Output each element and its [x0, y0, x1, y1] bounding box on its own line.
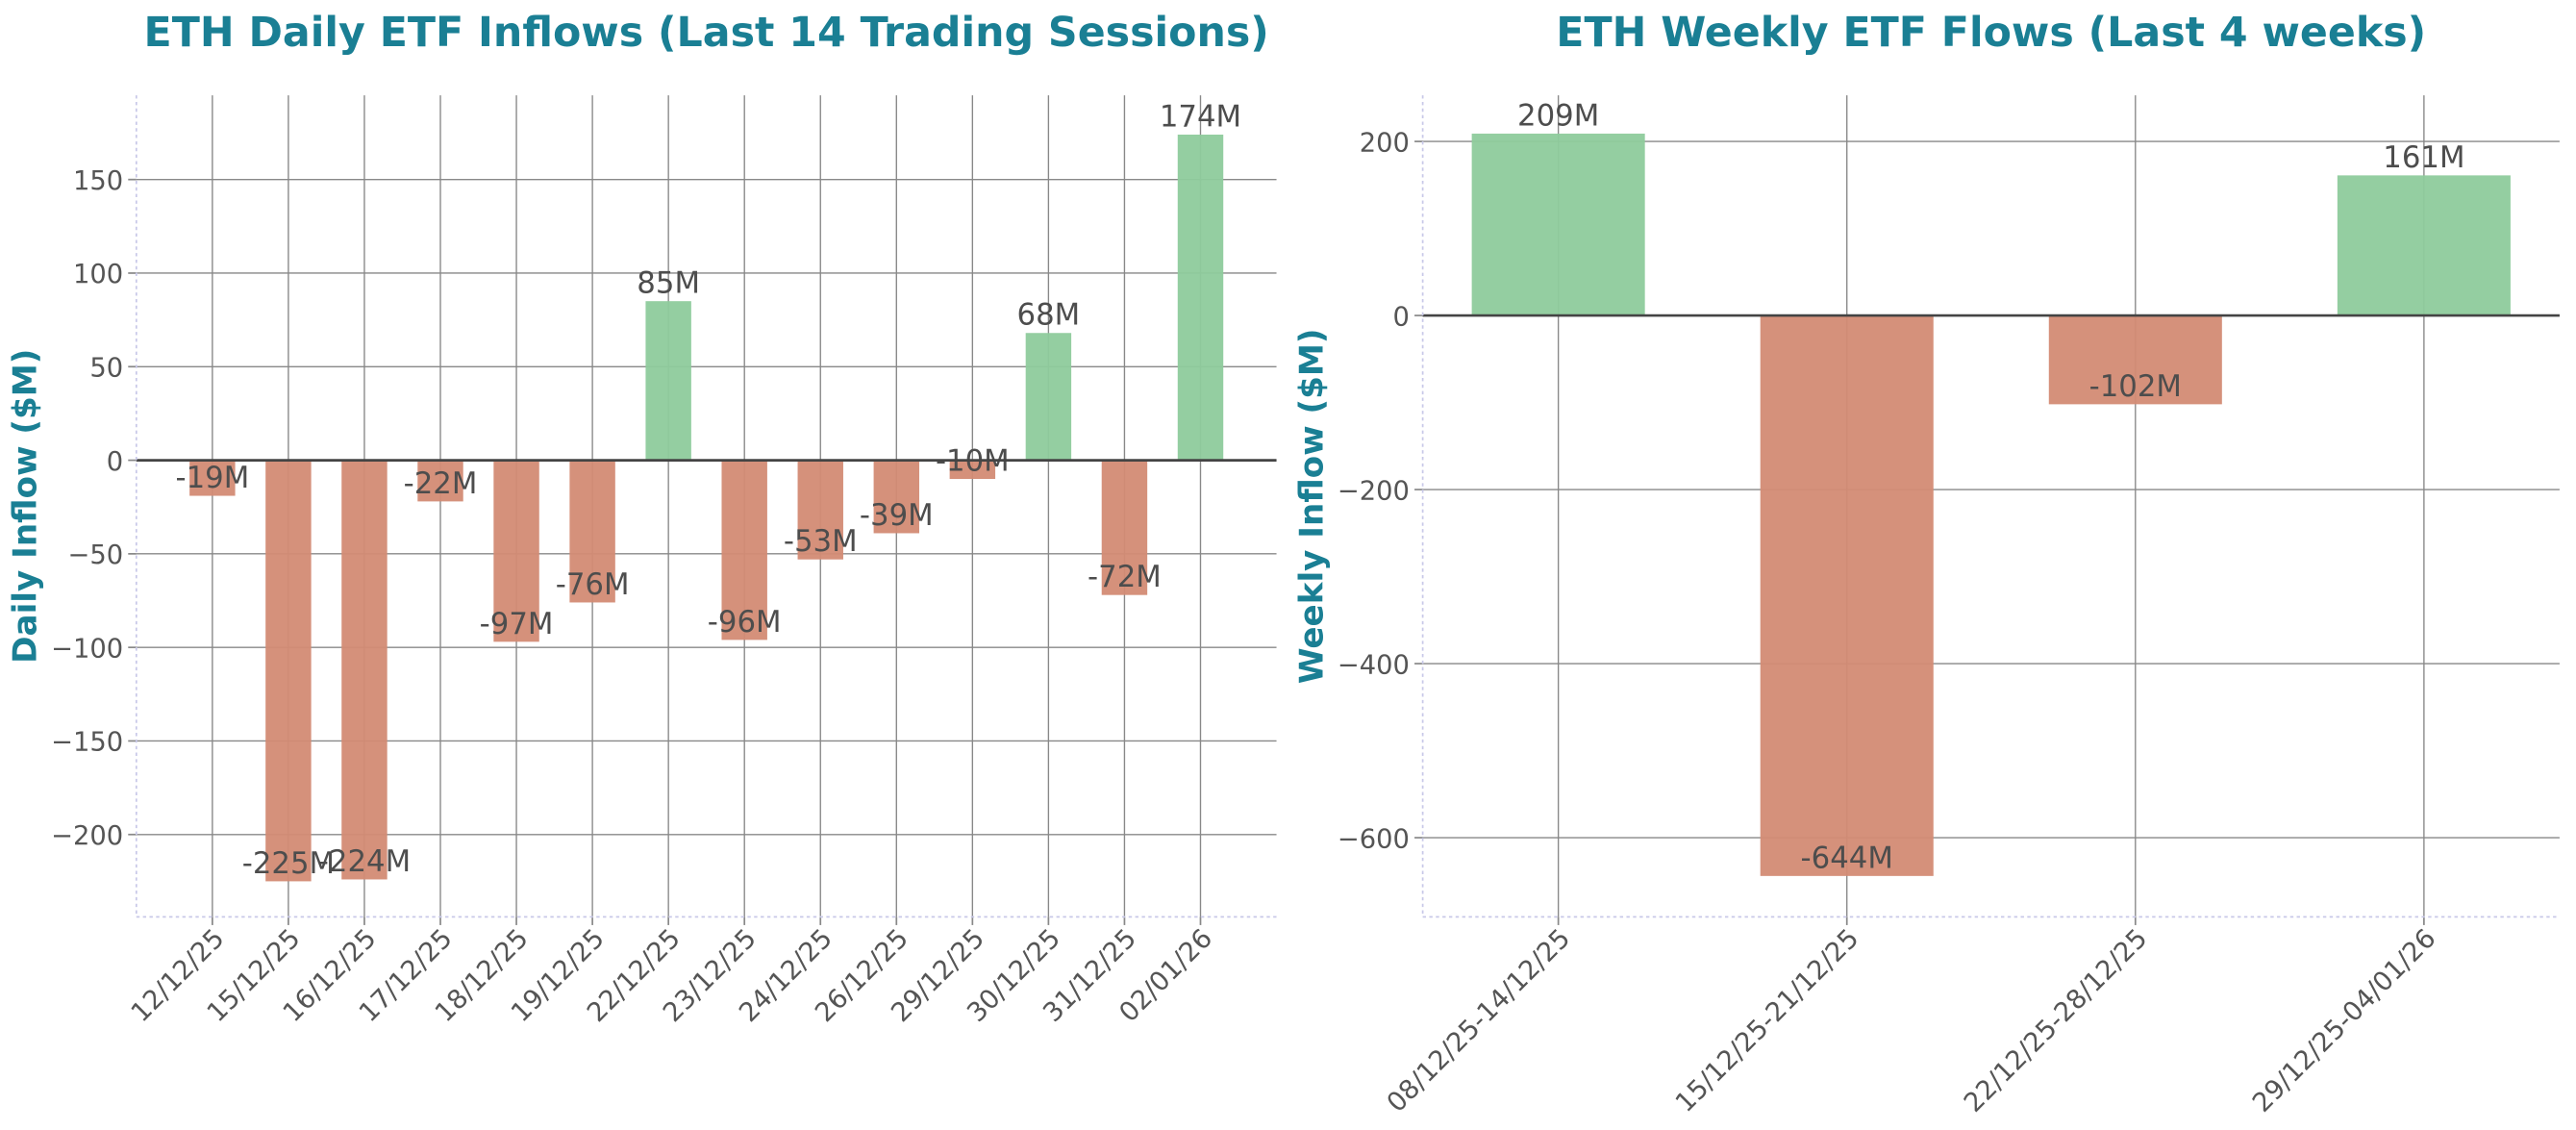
- y-tick-label: 50: [89, 354, 123, 384]
- value-label: -72M: [1088, 560, 1162, 594]
- y-tick-label: 150: [73, 166, 123, 196]
- y-tick-label: 0: [107, 447, 123, 477]
- value-label: -644M: [1801, 841, 1893, 875]
- value-label: -39M: [860, 498, 934, 533]
- bar: [341, 460, 388, 880]
- x-tick-label: 22/12/25-28/12/25: [1959, 923, 2153, 1117]
- bar: [569, 460, 615, 603]
- bar: [189, 460, 236, 496]
- bar: [949, 460, 996, 480]
- bar: [1025, 333, 1072, 461]
- bar: [493, 460, 539, 642]
- value-label: -22M: [404, 466, 478, 501]
- bar: [2048, 315, 2222, 405]
- value-label: -96M: [708, 605, 782, 640]
- x-tick-label: 15/12/25-21/12/25: [1670, 923, 1864, 1117]
- x-tick-label: 29/12/25-04/01/26: [2247, 923, 2441, 1117]
- bar: [797, 460, 843, 560]
- x-tick-label: 08/12/25-14/12/25: [1382, 923, 1576, 1117]
- bar: [417, 460, 463, 502]
- value-label: 68M: [1017, 298, 1081, 333]
- bar: [645, 301, 691, 461]
- y-tick-label: −600: [1338, 824, 1410, 854]
- value-label: -102M: [2089, 369, 2182, 404]
- y-tick-label: −150: [51, 728, 123, 758]
- bar: [2337, 175, 2511, 316]
- value-label: -76M: [556, 567, 630, 602]
- y-tick-label: 200: [1360, 128, 1410, 158]
- bar: [721, 460, 767, 640]
- y-axis-label: Weekly Inflow ($M): [1292, 328, 1331, 684]
- bar: [1760, 315, 1934, 876]
- chart-title: ETH Daily ETF Inflows (Last 14 Trading S…: [144, 9, 1269, 57]
- y-tick-label: −50: [67, 540, 123, 570]
- y-tick-label: −200: [51, 821, 123, 851]
- value-label: 85M: [637, 266, 700, 301]
- value-label: 209M: [1517, 98, 1599, 133]
- value-label: -97M: [480, 607, 554, 641]
- y-tick-label: 0: [1393, 302, 1410, 332]
- value-label: -19M: [175, 461, 249, 495]
- bar: [265, 460, 312, 882]
- value-label: -224M: [318, 844, 411, 879]
- bar: [873, 460, 920, 534]
- bar: [1101, 460, 1148, 595]
- value-label: -225M: [242, 846, 335, 881]
- value-label: 174M: [1160, 99, 1241, 134]
- y-tick-label: −400: [1338, 650, 1410, 680]
- y-tick-label: −100: [51, 634, 123, 664]
- chart-title: ETH Weekly ETF Flows (Last 4 weeks): [1556, 9, 2426, 57]
- value-label: -53M: [784, 524, 858, 559]
- bar: [1177, 134, 1224, 461]
- y-tick-label: −200: [1338, 476, 1410, 506]
- y-axis-label: Daily Inflow ($M): [7, 349, 45, 664]
- value-label: 161M: [2383, 140, 2464, 175]
- bar: [1471, 133, 1645, 316]
- y-tick-label: 100: [73, 260, 123, 289]
